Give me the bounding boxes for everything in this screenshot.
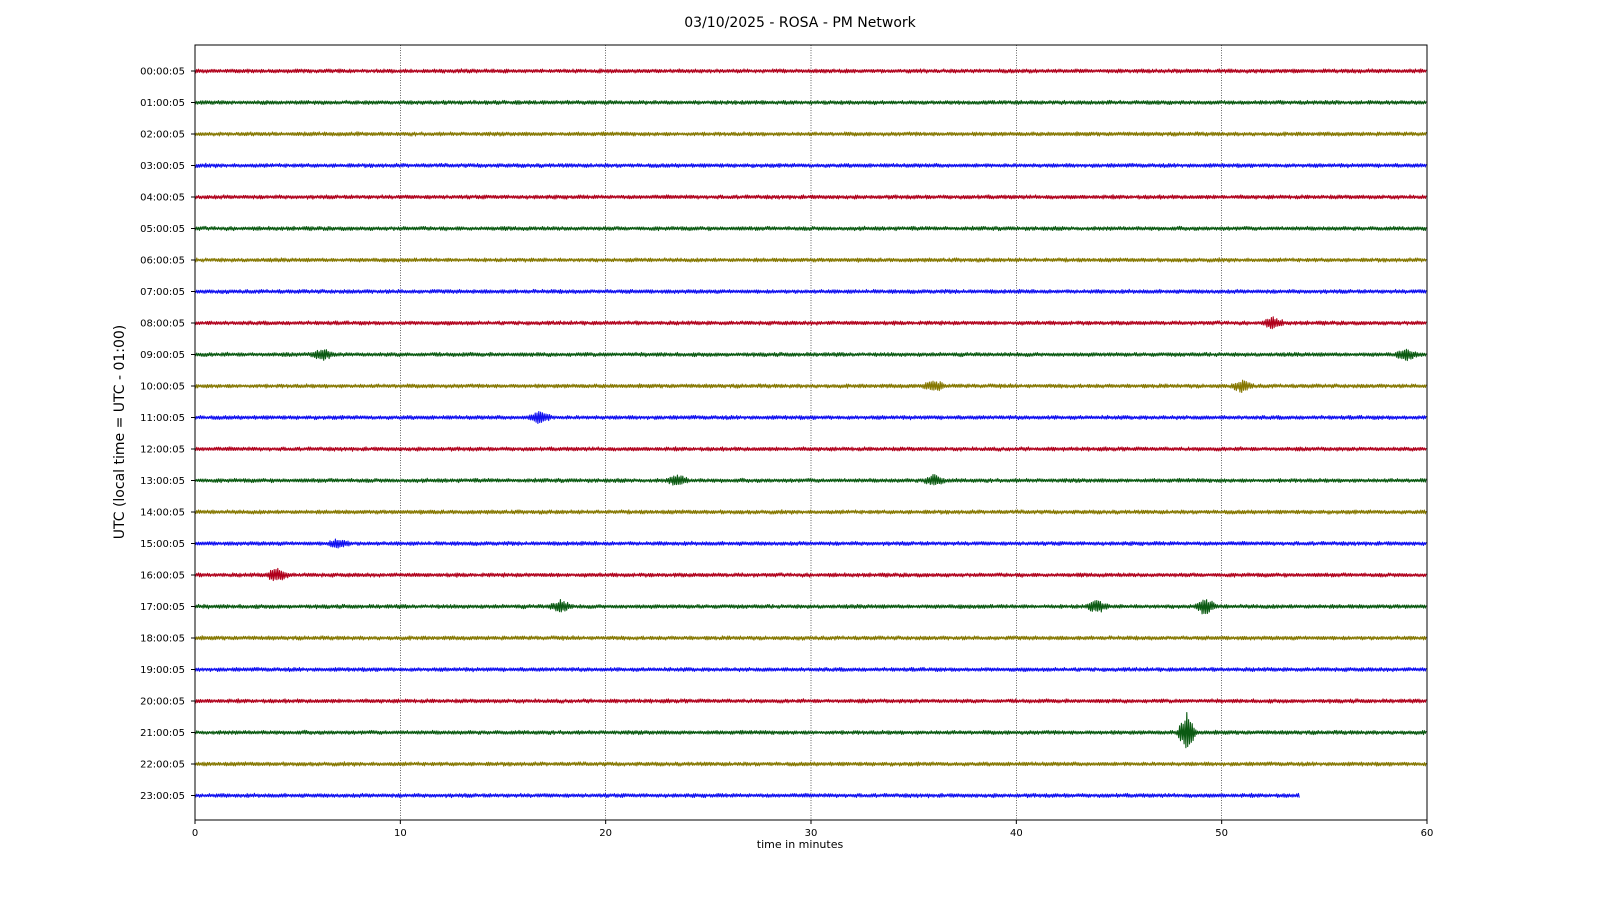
- trace-210005: [194, 711, 1427, 749]
- trace-010005: [194, 99, 1427, 106]
- axes: 00:00:05 01:00:05 02:00:05 03:00:05 04:00:05…: [140, 44, 1434, 839]
- y-tick-label: 05:00:05: [140, 224, 185, 235]
- trace-040005: [194, 194, 1427, 200]
- x-tick-label: 20: [599, 828, 612, 839]
- trace-020005: [194, 131, 1427, 137]
- trace-140005: [194, 509, 1427, 515]
- y-tick-label: 03:00:05: [140, 161, 185, 172]
- x-axis-label: time in minutes: [757, 838, 844, 851]
- y-tick-label: 23:00:05: [140, 791, 185, 802]
- y-tick-label: 07:00:05: [140, 287, 185, 298]
- trace-130005: [194, 473, 1427, 486]
- trace-070005: [194, 288, 1427, 295]
- trace-090005: [194, 348, 1427, 362]
- y-tick-label: 00:00:05: [140, 67, 185, 78]
- trace-180005: [194, 635, 1427, 641]
- trace-000005: [194, 68, 1427, 74]
- trace-110005: [194, 410, 1427, 425]
- trace-060005: [194, 257, 1427, 263]
- trace-200005: [194, 698, 1427, 704]
- y-tick-label: 10:00:05: [140, 382, 185, 393]
- x-tick-label: 0: [192, 828, 198, 839]
- y-tick-label: 15:00:05: [140, 539, 185, 550]
- y-axis-label: UTC (local time = UTC - 01:00): [112, 325, 128, 540]
- trace-230005: [194, 792, 1300, 799]
- trace-100005: [194, 379, 1427, 394]
- y-tick-label: 14:00:05: [140, 508, 185, 519]
- y-tick-label: 20:00:05: [140, 697, 185, 708]
- seismic-traces: [194, 68, 1427, 799]
- x-tick-label: 50: [1215, 828, 1228, 839]
- y-tick-label: 02:00:05: [140, 130, 185, 141]
- trace-030005: [194, 162, 1427, 169]
- y-tick-label: 16:00:05: [140, 571, 185, 582]
- y-tick-label: 11:00:05: [140, 413, 185, 424]
- trace-120005: [194, 446, 1427, 452]
- y-tick-label: 04:00:05: [140, 193, 185, 204]
- x-tick-label: 10: [394, 828, 407, 839]
- trace-150005: [194, 538, 1427, 549]
- trace-080005: [194, 316, 1427, 330]
- trace-170005: [194, 599, 1427, 615]
- trace-050005: [194, 225, 1427, 232]
- y-tick-label: 17:00:05: [140, 602, 185, 613]
- trace-220005: [194, 761, 1427, 767]
- y-tick-label: 08:00:05: [140, 319, 185, 330]
- trace-160005: [194, 567, 1427, 582]
- y-tick-label: 21:00:05: [140, 728, 185, 739]
- x-tick-label: 40: [1010, 828, 1023, 839]
- x-tick-label: 60: [1421, 828, 1434, 839]
- x-tick-label: 30: [805, 828, 818, 839]
- chart-title: 03/10/2025 - ROSA - PM Network: [684, 15, 916, 31]
- y-tick-label: 06:00:05: [140, 256, 185, 267]
- y-tick-label: 13:00:05: [140, 476, 185, 487]
- y-tick-label: 09:00:05: [140, 350, 185, 361]
- y-tick-label: 18:00:05: [140, 634, 185, 645]
- y-tick-label: 22:00:05: [140, 760, 185, 771]
- y-tick-label: 01:00:05: [140, 98, 185, 109]
- grid-lines: [400, 45, 1222, 820]
- trace-190005: [194, 666, 1427, 673]
- y-tick-label: 19:00:05: [140, 665, 185, 676]
- y-tick-label: 12:00:05: [140, 445, 185, 456]
